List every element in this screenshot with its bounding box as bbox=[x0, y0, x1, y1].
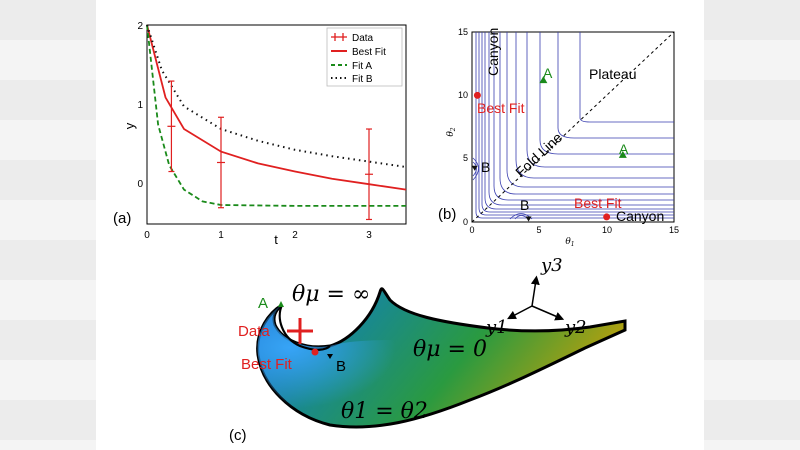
point-a bbox=[618, 150, 627, 158]
label-b: B bbox=[336, 358, 346, 375]
legend-data-marker bbox=[331, 33, 347, 41]
coordinate-axes: y3 y1 y2 bbox=[485, 255, 587, 338]
panel-b-label: (b) bbox=[438, 206, 456, 223]
panel-b-xtick: 15 bbox=[669, 225, 679, 235]
panel-c: A Data Best Fit B θμ = ∞ θμ = 0 θ1 = θ2 … bbox=[229, 255, 627, 444]
manifold-highlight bbox=[257, 305, 470, 428]
panel-b-ylabel: θ2 bbox=[446, 127, 457, 136]
panel-b-xtick: 0 bbox=[469, 225, 474, 235]
panel-b-ytick: 0 bbox=[463, 217, 468, 227]
panel-a-xtick: 3 bbox=[366, 230, 372, 241]
annotation-b-bottom: B bbox=[520, 197, 529, 213]
panel-b-xtick: 10 bbox=[602, 225, 612, 235]
panel-a-ylabel: y bbox=[122, 122, 137, 129]
legend-fit-b-label: Fit B bbox=[352, 74, 373, 85]
panel-b: 0 5 10 15 0 5 10 15 θ1 θ2 Canyon Plateau… bbox=[438, 27, 679, 248]
annotation-plateau: Plateau bbox=[589, 66, 636, 82]
panel-a-xtick: 1 bbox=[218, 230, 224, 241]
best-fit-point bbox=[473, 91, 481, 99]
best-fit-marker bbox=[311, 348, 319, 356]
annotation-a-top: A bbox=[543, 65, 553, 81]
point-a bbox=[539, 76, 548, 84]
label-theta-mu-zero: θμ = 0 bbox=[413, 337, 487, 362]
panel-b-ytick: 15 bbox=[458, 27, 468, 37]
data-point-errorbar bbox=[217, 116, 225, 209]
annotation-canyon-vertical: Canyon bbox=[485, 28, 501, 76]
panel-a-label: (a) bbox=[113, 210, 131, 227]
panel-a: 0 1 2 3 0 1 2 t y (a) Data Best Fit Fit … bbox=[113, 21, 407, 247]
panel-a-legend: Data Best Fit Fit A Fit B bbox=[326, 27, 403, 87]
label-best-fit: Best Fit bbox=[241, 356, 293, 373]
label-theta-equal: θ1 = θ2 bbox=[341, 399, 428, 424]
panel-b-ytick: 5 bbox=[463, 153, 468, 163]
panel-b-ytick: 10 bbox=[458, 90, 468, 100]
series-line-fit-a bbox=[146, 24, 406, 207]
annotation-canyon-horizontal: Canyon bbox=[616, 208, 664, 224]
panel-b-xtick: 5 bbox=[536, 225, 541, 235]
panel-a-xtick: 2 bbox=[292, 230, 298, 241]
axis-y1-label: y1 bbox=[485, 317, 508, 338]
panel-a-xtick: 0 bbox=[144, 230, 150, 241]
manifold-fold-edge bbox=[278, 304, 331, 351]
best-fit-point bbox=[603, 213, 611, 221]
annotation-a-right: A bbox=[619, 141, 629, 157]
data-point-errorbar bbox=[167, 80, 176, 173]
label-a: A bbox=[258, 295, 268, 312]
panel-c-label: (c) bbox=[229, 427, 247, 444]
annotation-best-fit-bottom: Best Fit bbox=[574, 195, 622, 211]
left-background-panel bbox=[0, 0, 96, 450]
panel-a-ytick: 2 bbox=[137, 21, 143, 32]
data-point-errorbar bbox=[365, 128, 373, 221]
panel-a-xlabel: t bbox=[274, 232, 278, 247]
axis-y2-label: y2 bbox=[564, 317, 587, 338]
panel-b-xlabel: θ1 bbox=[565, 237, 574, 248]
annotation-b-left: B bbox=[481, 159, 490, 175]
annotation-best-fit-top: Best Fit bbox=[477, 100, 525, 116]
legend-data-label: Data bbox=[352, 33, 374, 44]
right-background-panel bbox=[704, 0, 800, 450]
legend-best-fit-label: Best Fit bbox=[352, 47, 386, 58]
panel-a-ytick: 0 bbox=[137, 179, 143, 190]
marker-a bbox=[278, 301, 284, 307]
data-cross-marker bbox=[287, 318, 313, 344]
axis-y3-label: y3 bbox=[540, 255, 563, 276]
legend-fit-a-label: Fit A bbox=[352, 61, 372, 72]
panel-a-ytick: 1 bbox=[137, 100, 143, 111]
point-b bbox=[525, 216, 532, 222]
label-data: Data bbox=[238, 323, 270, 340]
point-b bbox=[471, 165, 478, 171]
fold-line bbox=[471, 31, 675, 223]
marker-b bbox=[327, 354, 333, 359]
label-theta-mu-infinity: θμ = ∞ bbox=[292, 282, 370, 307]
series-line-fit-b bbox=[146, 24, 407, 168]
